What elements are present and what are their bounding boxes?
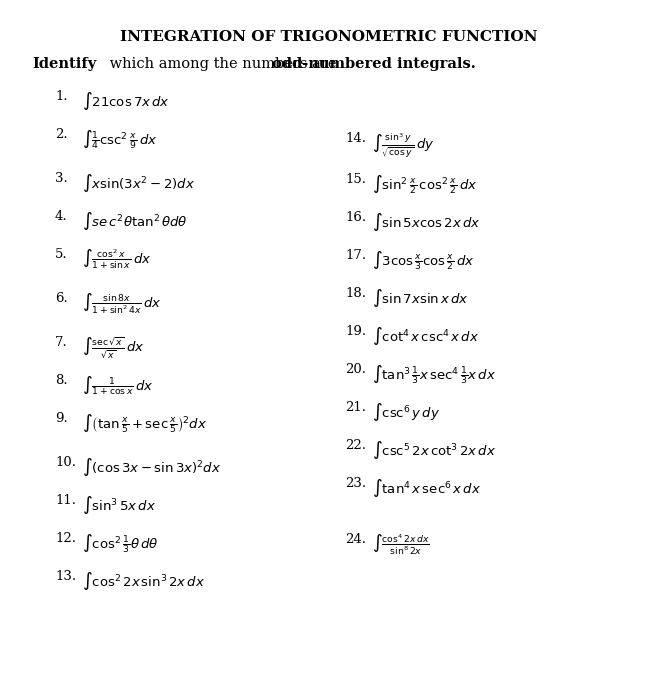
Text: Identify: Identify <box>32 57 96 71</box>
Text: $\int \csc^6 y\, dy$: $\int \csc^6 y\, dy$ <box>372 401 440 423</box>
Text: 21.: 21. <box>345 401 366 414</box>
Text: $\int \csc^5 2x\, \cot^3 2x\, dx$: $\int \csc^5 2x\, \cot^3 2x\, dx$ <box>372 439 496 461</box>
Text: 8.: 8. <box>55 374 68 387</box>
Text: $\int \sin^2 \frac{x}{2}\, \cos^2 \frac{x}{2}\, dx$: $\int \sin^2 \frac{x}{2}\, \cos^2 \frac{… <box>372 173 478 196</box>
Text: $\int \frac{\cos^2 x}{1+\sin x}\, dx$: $\int \frac{\cos^2 x}{1+\sin x}\, dx$ <box>82 248 151 272</box>
Text: 15.: 15. <box>345 173 366 186</box>
Text: 5.: 5. <box>55 248 68 261</box>
Text: $\int \sin 7x \sin x\, dx$: $\int \sin 7x \sin x\, dx$ <box>372 287 468 309</box>
Text: 22.: 22. <box>345 439 366 452</box>
Text: 4.: 4. <box>55 210 68 223</box>
Text: 11.: 11. <box>55 494 76 507</box>
Text: 24.: 24. <box>345 533 366 546</box>
Text: 19.: 19. <box>345 325 366 338</box>
Text: odd-numbered integrals.: odd-numbered integrals. <box>272 57 476 71</box>
Text: 14.: 14. <box>345 131 366 145</box>
Text: 2.: 2. <box>55 128 68 141</box>
Text: $\int \cos^2 \frac{1}{3}\theta\, d\theta$: $\int \cos^2 \frac{1}{3}\theta\, d\theta… <box>82 532 159 555</box>
Text: $\int 3\cos\frac{x}{3}\cos\frac{x}{2}\, dx$: $\int 3\cos\frac{x}{3}\cos\frac{x}{2}\, … <box>372 249 474 272</box>
Text: $\int \sin^3 5x\, dx$: $\int \sin^3 5x\, dx$ <box>82 494 156 516</box>
Text: $\int \frac{\sin^3 y}{\sqrt{\cos y}}\, dy$: $\int \frac{\sin^3 y}{\sqrt{\cos y}}\, d… <box>372 131 434 160</box>
Text: $\int \frac{1}{4} \csc^2 \frac{x}{9}\, dx$: $\int \frac{1}{4} \csc^2 \frac{x}{9}\, d… <box>82 128 157 151</box>
Text: $\int x\sin(3x^2 - 2)dx$: $\int x\sin(3x^2 - 2)dx$ <box>82 172 195 194</box>
Text: 10.: 10. <box>55 456 76 469</box>
Text: $\int \tan^3 \frac{1}{3}x\, \sec^4 \frac{1}{3}x\, dx$: $\int \tan^3 \frac{1}{3}x\, \sec^4 \frac… <box>372 363 496 386</box>
Text: 20.: 20. <box>345 363 366 376</box>
Text: $\int \frac{\sec\sqrt{x}}{\sqrt{x}}\, dx$: $\int \frac{\sec\sqrt{x}}{\sqrt{x}}\, dx… <box>82 336 145 361</box>
Text: $\int \cot^4 x\, \csc^4 x\, dx$: $\int \cot^4 x\, \csc^4 x\, dx$ <box>372 325 479 347</box>
Text: 9.: 9. <box>55 412 68 425</box>
Text: $\int \tan^4 x\, \sec^6 x\, dx$: $\int \tan^4 x\, \sec^6 x\, dx$ <box>372 477 481 499</box>
Text: 17.: 17. <box>345 249 366 262</box>
Text: 18.: 18. <box>345 287 366 300</box>
Text: $\int \cos^2 2x\, \sin^3 2x\, dx$: $\int \cos^2 2x\, \sin^3 2x\, dx$ <box>82 570 205 592</box>
Text: 6.: 6. <box>55 292 68 305</box>
Text: $\int(\cos 3x - \sin 3x)^2 dx$: $\int(\cos 3x - \sin 3x)^2 dx$ <box>82 456 221 478</box>
Text: 3.: 3. <box>55 172 68 185</box>
Text: INTEGRATION OF TRIGONOMETRIC FUNCTION: INTEGRATION OF TRIGONOMETRIC FUNCTION <box>120 30 538 44</box>
Text: $\int 21 \cos 7x\, dx$: $\int 21 \cos 7x\, dx$ <box>82 90 170 112</box>
Text: 23.: 23. <box>345 477 366 490</box>
Text: 7.: 7. <box>55 336 68 349</box>
Text: 16.: 16. <box>345 211 366 224</box>
Text: $\int \sin 5x \cos 2x\, dx$: $\int \sin 5x \cos 2x\, dx$ <box>372 211 480 233</box>
Text: 1.: 1. <box>55 90 68 103</box>
Text: $\int se\, c^2\theta\tan^2\theta d\theta$: $\int se\, c^2\theta\tan^2\theta d\theta… <box>82 210 188 232</box>
Text: $\int \frac{\sin 8x}{1+\sin^2 4x}\, dx$: $\int \frac{\sin 8x}{1+\sin^2 4x}\, dx$ <box>82 292 162 316</box>
Text: $\int \frac{1}{1+\cos x}\, dx$: $\int \frac{1}{1+\cos x}\, dx$ <box>82 374 154 397</box>
Text: 13.: 13. <box>55 570 76 583</box>
Text: 12.: 12. <box>55 532 76 545</box>
Text: $\int \left(\tan\frac{x}{5} + \sec\frac{x}{5}\right)^2 dx$: $\int \left(\tan\frac{x}{5} + \sec\frac{… <box>82 412 207 435</box>
Text: which among the numbers are: which among the numbers are <box>105 57 341 71</box>
Text: $\int \frac{\cos^4 2x\, dx}{\sin^8 2x}$: $\int \frac{\cos^4 2x\, dx}{\sin^8 2x}$ <box>372 533 430 557</box>
